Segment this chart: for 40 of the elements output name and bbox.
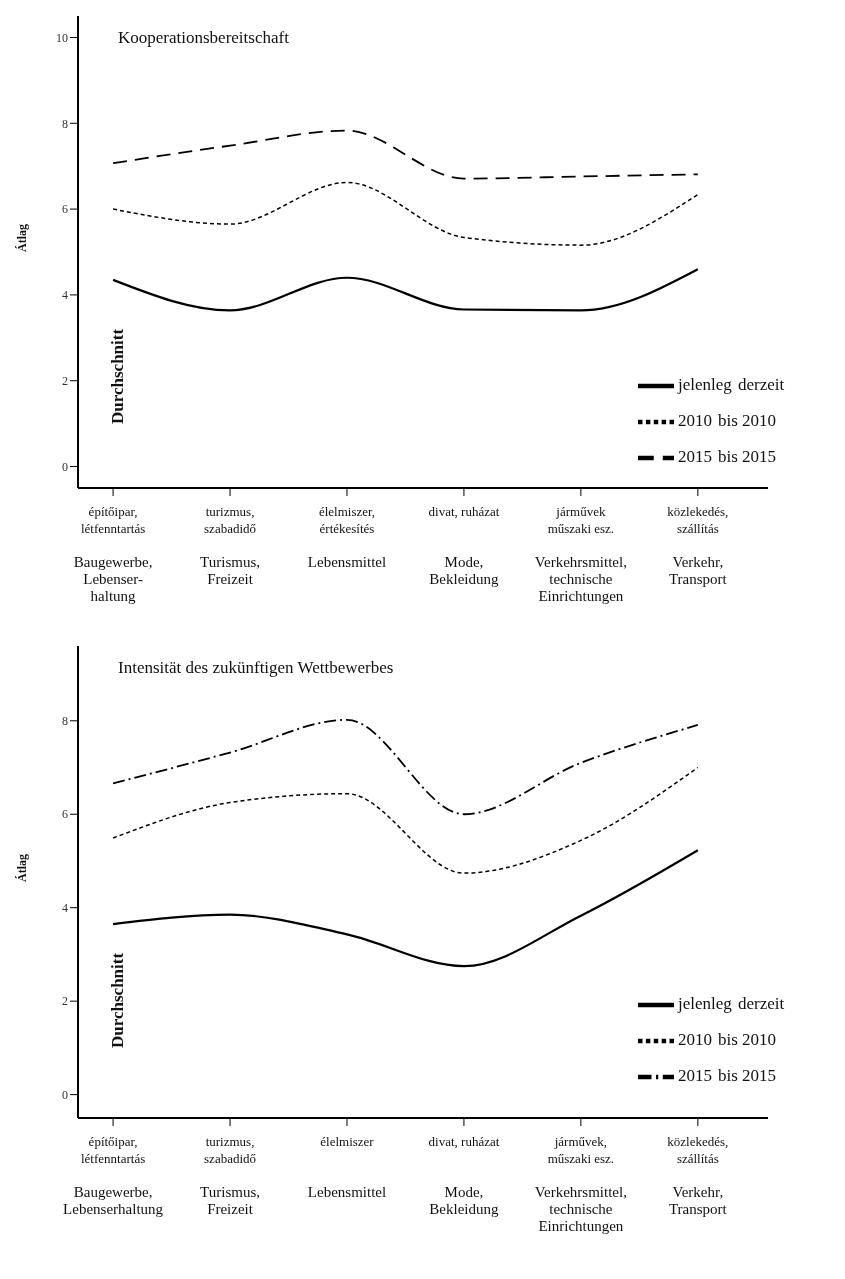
- legend-label: 2015 bis 2015: [678, 1065, 777, 1085]
- y-axis-title: Átlag: [15, 854, 30, 882]
- category-label: divat, ruházat Mode, Bekleidung: [428, 1134, 500, 1217]
- y-tick-label: 2: [62, 373, 68, 388]
- line-series: [111, 268, 699, 312]
- y-tick-label: 4: [62, 900, 68, 915]
- category-label: divat, ruházat Mode, Bekleidung: [428, 504, 500, 587]
- annotation: Durchschnitt: [108, 952, 128, 1048]
- category-label: közlekedés, szállítás Verkehr, Transport: [667, 1134, 729, 1217]
- y-tick-label: 8: [62, 714, 68, 729]
- y-tick-label: 6: [62, 202, 68, 217]
- y-tick-label: 10: [56, 30, 68, 45]
- line-series: [112, 718, 699, 816]
- line-series: [112, 766, 699, 874]
- y-tick-label: 4: [62, 288, 68, 303]
- legend-label: 2010 bis 2010: [678, 1029, 777, 1049]
- y-axis-title: Átlag: [15, 224, 30, 252]
- legend-label: 2010 bis 2010: [678, 410, 777, 430]
- category-label: építőipar, létfenntartás Baugewerbe, Lebenserhaltung: [63, 1134, 164, 1217]
- line-series: [112, 181, 699, 246]
- category-label: járművek műszaki esz. Verkehrsmittel, technische Einrichtungen: [534, 504, 627, 604]
- text: Intensität des zukünftigen Wettbewerbes: [118, 658, 394, 678]
- text: Kooperationsbereitschaft: [118, 28, 289, 48]
- legend-label: jelenleg derzeit: [678, 374, 785, 394]
- legend-label: jelenleg derzeit: [678, 993, 785, 1013]
- y-tick-label: 0: [62, 1087, 68, 1102]
- legend-label: 2015 bis 2015: [678, 446, 777, 466]
- y-tick-label: 0: [62, 459, 68, 474]
- y-tick-label: 2: [62, 994, 68, 1009]
- category-label: élelmiszer, értékesítés Lebensmittel: [307, 504, 387, 570]
- line-series: [112, 129, 699, 180]
- category-label: járművek, műszaki esz. Verkehrsmittel, technische Einrichtungen: [534, 1134, 627, 1234]
- y-tick-label: 6: [62, 807, 68, 822]
- category-label: élelmiszer Lebensmittel: [307, 1134, 387, 1200]
- category-label: építőipar, létfenntartás Baugewerbe, Lebenser- haltung: [73, 504, 153, 604]
- annotation: Durchschnitt: [108, 328, 128, 424]
- y-tick-label: 8: [62, 116, 68, 131]
- category-label: turizmus, szabadidő Turismus, Freizeit: [200, 504, 260, 587]
- category-label: turizmus, szabadidő Turismus, Freizeit: [200, 1134, 260, 1217]
- category-label: közlekedés, szállítás Verkehr, Transport: [667, 504, 729, 587]
